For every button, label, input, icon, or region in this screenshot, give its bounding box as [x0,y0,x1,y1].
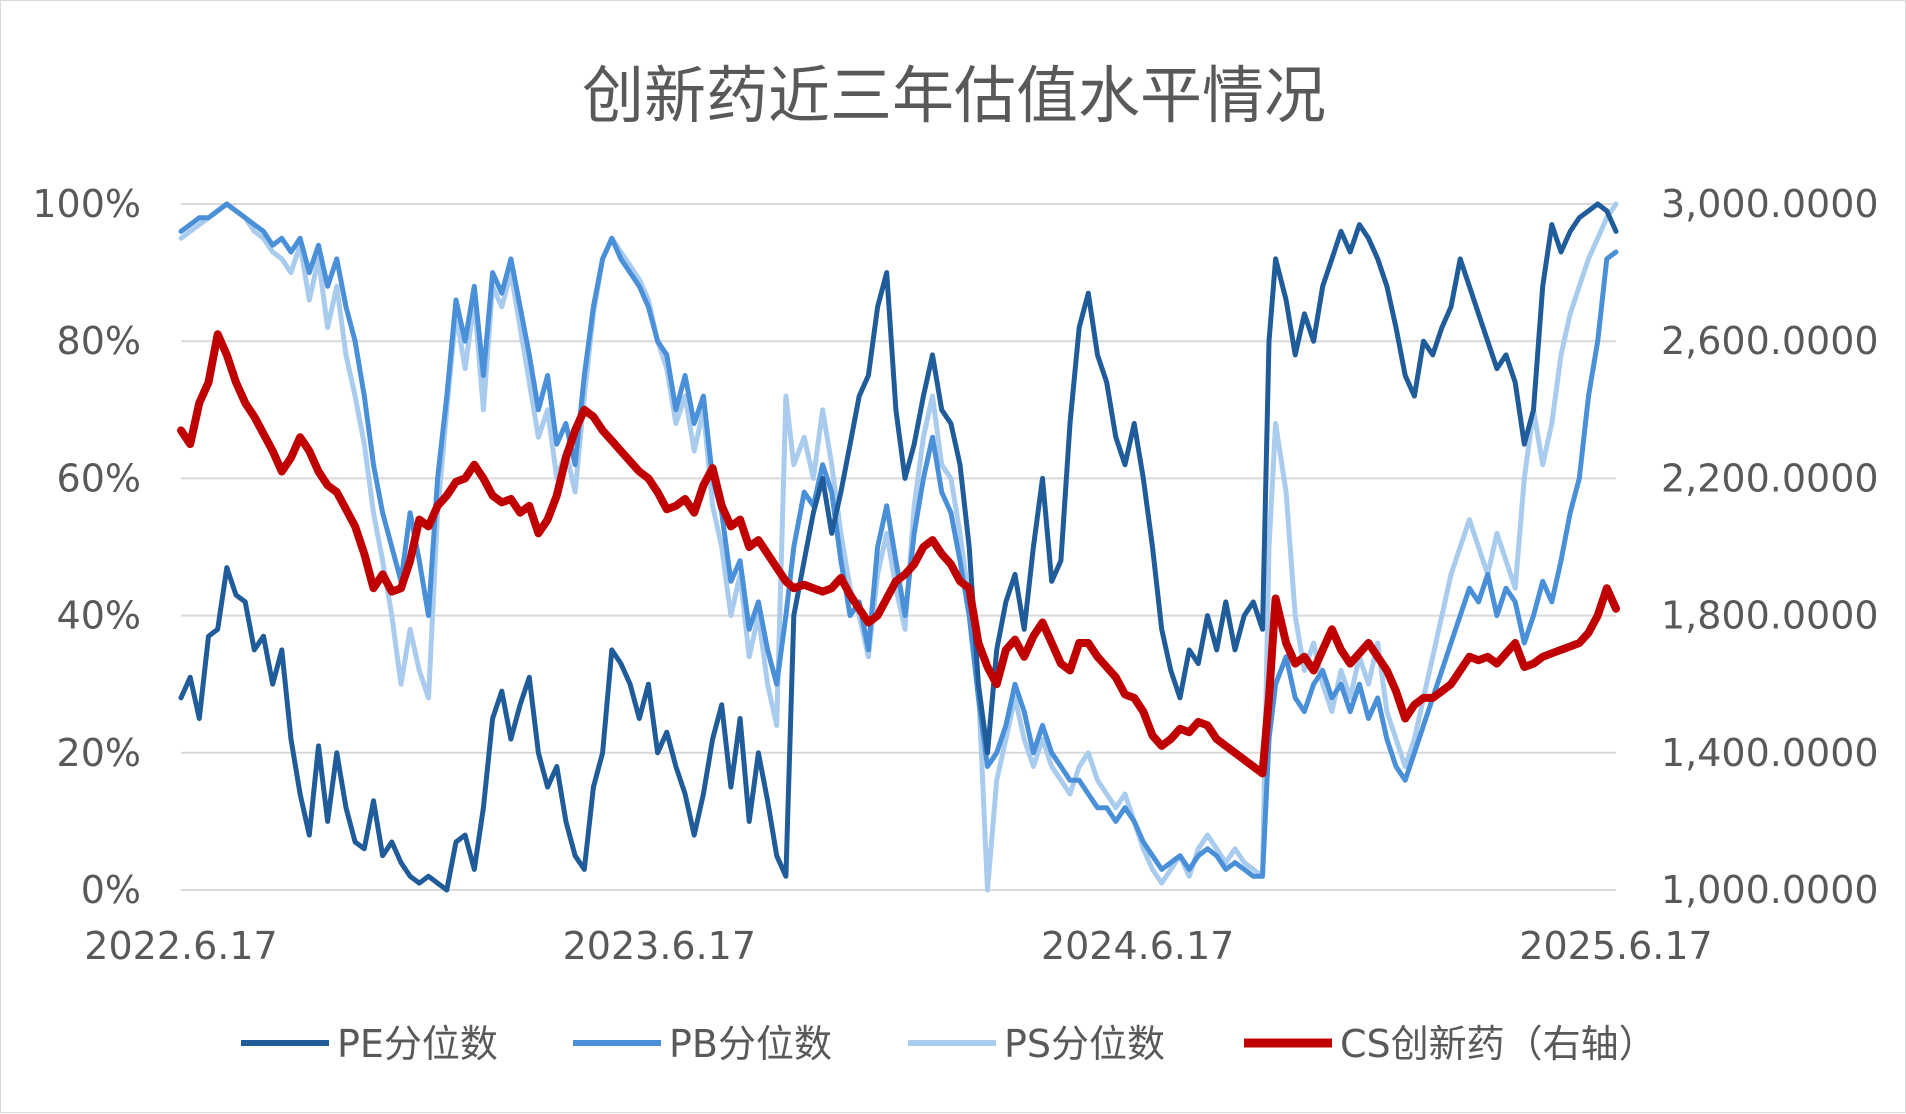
legend-label-ps: PS分位数 [1004,1022,1165,1066]
y-axis-left: 0% 20% 40% 60% 80% 100% [32,182,141,912]
y-left-tick-label: 20% [57,731,141,775]
y-left-tick-label: 40% [57,594,141,638]
legend-label-pe: PE分位数 [337,1022,498,1066]
x-tick-label: 2023.6.17 [563,924,756,968]
y-right-tick-label: 1,400.0000 [1661,731,1879,775]
y-right-tick-label: 3,000.0000 [1661,182,1879,226]
x-tick-label: 2024.6.17 [1041,924,1234,968]
y-right-tick-label: 1,800.0000 [1661,594,1879,638]
y-right-tick-label: 1,000.0000 [1661,868,1879,912]
y-left-tick-label: 100% [32,182,141,226]
x-axis: 2022.6.17 2023.6.17 2024.6.17 2025.6.17 [84,924,1712,968]
grid-lines [181,203,1616,891]
legend-label-cs: CS创新药（右轴） [1340,1022,1657,1066]
legend: PE分位数 PB分位数 PS分位数 CS创新药（右轴） [241,1022,1657,1066]
series-line-pb [178,201,1619,879]
chart-title: 创新药近三年估值水平情况 [582,59,1326,132]
y-left-tick-label: 0% [81,868,141,912]
x-tick-label: 2022.6.17 [84,924,277,968]
y-right-tick-label: 2,200.0000 [1661,456,1879,500]
y-right-tick-label: 2,600.0000 [1661,319,1879,363]
series-line-ps [178,201,1619,893]
legend-label-pb: PB分位数 [669,1022,832,1066]
series-lines [177,201,1620,893]
y-axis-right: 1,000.0000 1,400.0000 1,800.0000 2,200.0… [1661,182,1879,912]
y-left-tick-label: 60% [57,456,141,500]
x-tick-label: 2025.6.17 [1519,924,1712,968]
series-line-cs [177,330,1620,778]
series-line-pe [178,201,1619,893]
y-left-tick-label: 80% [57,319,141,363]
